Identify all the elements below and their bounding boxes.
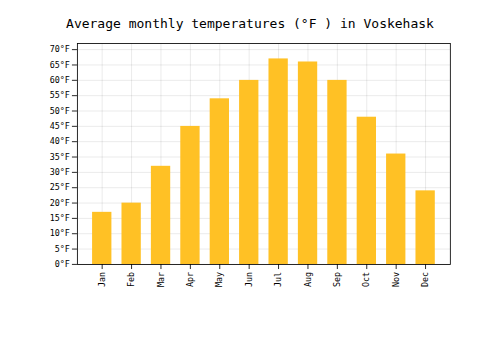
- svg-text:35°F: 35°F: [50, 152, 70, 162]
- svg-text:Jun: Jun: [244, 272, 254, 287]
- svg-text:Jul: Jul: [273, 272, 283, 287]
- svg-text:Sep: Sep: [332, 272, 342, 287]
- svg-text:Aug: Aug: [303, 272, 313, 287]
- svg-text:25°F: 25°F: [50, 182, 70, 192]
- svg-text:Apr: Apr: [185, 272, 195, 287]
- svg-text:Oct: Oct: [361, 272, 371, 287]
- svg-text:0°F: 0°F: [55, 259, 70, 269]
- svg-text:5°F: 5°F: [55, 244, 70, 254]
- svg-text:20°F: 20°F: [50, 198, 70, 208]
- svg-text:Mar: Mar: [156, 272, 166, 287]
- svg-text:Jan: Jan: [97, 272, 107, 287]
- svg-text:Dec: Dec: [420, 272, 430, 287]
- svg-text:60°F: 60°F: [50, 75, 70, 85]
- html-text:Average monthly temperatures (: Average monthly temperatures (°F ) in Vo…: [66, 16, 434, 31]
- svg-text:15°F: 15°F: [50, 213, 70, 223]
- svg-text:45°F: 45°F: [50, 121, 70, 131]
- svg-text:Nov: Nov: [391, 272, 401, 287]
- svg-text:30°F: 30°F: [50, 167, 70, 177]
- svg-text:40°F: 40°F: [50, 136, 70, 146]
- svg-text:50°F: 50°F: [50, 106, 70, 116]
- svg-text:10°F: 10°F: [50, 228, 70, 238]
- svg-text:65°F: 65°F: [50, 60, 70, 70]
- svg-text:May: May: [214, 272, 224, 287]
- svg-text:55°F: 55°F: [50, 90, 70, 100]
- svg-text:Feb: Feb: [126, 272, 136, 287]
- svg-text:70°F: 70°F: [50, 44, 70, 54]
